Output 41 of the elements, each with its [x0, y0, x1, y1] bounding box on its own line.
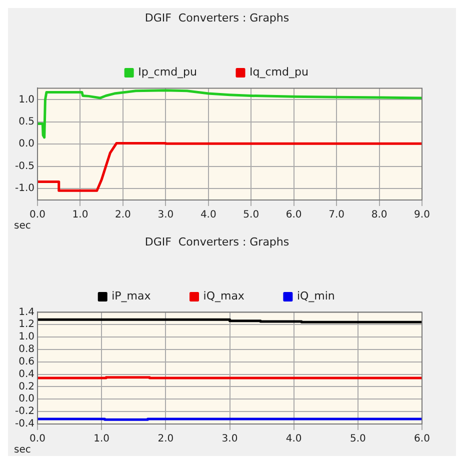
legend-label: iP_max [112, 290, 152, 303]
chart-title: DGIF Converters : Graphs [144, 235, 290, 248]
x-tick-label: 7.0 [328, 210, 345, 221]
y-tick-label: -0.4 [14, 418, 35, 430]
x-tick-label: 9.0 [414, 210, 430, 221]
x-tick-label: 2.0 [115, 210, 131, 221]
x-axis-title: sec [14, 220, 31, 232]
y-tick-label: 0.0 [18, 394, 35, 405]
y-tick-label: -0.2 [14, 406, 35, 418]
x-tick-label: 1.0 [94, 434, 110, 445]
legend-label: iQ_min [296, 290, 335, 303]
x-tick-label: 8.0 [371, 210, 388, 221]
y-tick-label: 0.2 [18, 381, 35, 392]
x-tick-label: 6.0 [286, 210, 302, 221]
y-tick-label: 0.5 [18, 116, 35, 128]
legend-label: Iq_cmd_pu [250, 66, 308, 79]
x-tick-label: 5.0 [350, 434, 366, 445]
y-tick-label: 1.2 [18, 319, 35, 330]
x-tick-label: 4.0 [200, 210, 216, 221]
y-tick-label: 0.4 [18, 368, 35, 380]
y-tick-label: 0.0 [18, 138, 35, 150]
x-tick-label: 3.0 [222, 434, 238, 445]
x-tick-label: 0.0 [30, 434, 46, 445]
x-tick-label: 0.0 [30, 210, 46, 221]
y-tick-label: 0.6 [18, 356, 35, 368]
x-tick-label: 6.0 [414, 434, 430, 445]
legend-label: Ip_cmd_pu [138, 66, 198, 79]
x-tick-label: 2.0 [158, 434, 174, 445]
x-tick-label: 1.0 [72, 210, 88, 221]
y-tick-label: 1.0 [18, 332, 35, 343]
y-tick-label: 1.4 [18, 306, 35, 318]
x-tick-label: 5.0 [243, 210, 260, 221]
chart-title: DGIF Converters : Graphs [144, 11, 290, 24]
y-tick-label: 0.8 [18, 344, 35, 356]
legend-label: iQ_max [203, 290, 245, 303]
x-tick-label: 4.0 [286, 434, 302, 445]
y-tick-label: 1.0 [18, 94, 35, 106]
x-axis-title: sec [14, 444, 31, 456]
x-tick-label: 3.0 [158, 210, 174, 221]
y-tick-label: -0.5 [14, 160, 35, 172]
y-tick-label: -1.0 [14, 183, 35, 194]
